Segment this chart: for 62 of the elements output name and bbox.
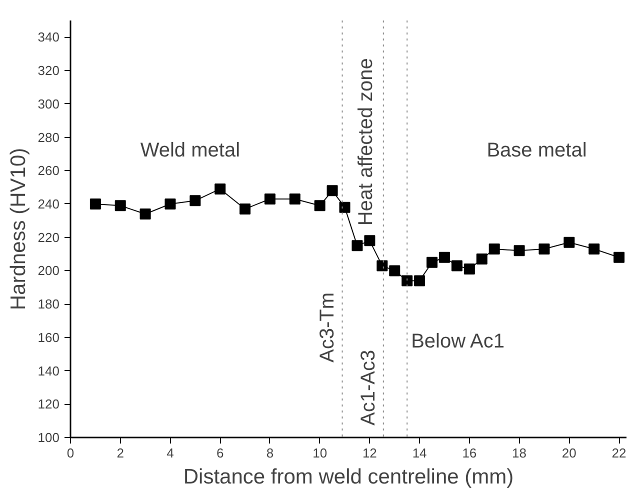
- point: [438, 252, 450, 263]
- x-tick-label: 8: [266, 446, 274, 460]
- y-tick-label: 300: [38, 96, 60, 112]
- x-tick-label: 4: [166, 446, 174, 460]
- point: [314, 200, 326, 212]
- point: [90, 198, 101, 210]
- point: [240, 203, 251, 214]
- ref-line-label: Below Ac1: [411, 330, 504, 352]
- point: [214, 183, 226, 194]
- y-tick-label: 180: [38, 296, 60, 312]
- point: [464, 264, 475, 275]
- y-tick-label: 340: [38, 30, 60, 45]
- x-tick-label: 22: [612, 446, 626, 460]
- x-tick-label: 20: [562, 446, 576, 460]
- y-tick-label: 140: [38, 363, 60, 378]
- ref-line-label: Ac1-Ac3: [357, 350, 380, 426]
- point: [352, 240, 363, 252]
- point: [402, 275, 413, 286]
- x-tick-label: 18: [512, 446, 527, 460]
- x-tick-label: 12: [362, 446, 377, 460]
- point: [376, 260, 388, 272]
- y-tick-label: 120: [38, 396, 60, 412]
- x-tick-label: 2: [116, 446, 124, 460]
- point: [339, 202, 350, 213]
- point: [289, 193, 300, 204]
- y-tick-label: 100: [38, 430, 60, 445]
- point: [114, 200, 126, 212]
- point: [614, 252, 625, 263]
- y-tick-label: 260: [38, 163, 60, 178]
- x-tick-label: 10: [312, 446, 328, 460]
- y-tick-label: 200: [38, 263, 60, 278]
- y-tick-label: 220: [38, 230, 60, 245]
- point: [538, 244, 550, 255]
- x-tick-label: 6: [216, 446, 224, 460]
- point: [164, 198, 176, 210]
- point: [414, 275, 426, 286]
- point: [488, 244, 500, 255]
- y-tick-label: 240: [38, 196, 60, 212]
- y-tick-label: 160: [38, 330, 60, 345]
- point: [190, 195, 201, 206]
- annotation: Heat affected zone: [355, 58, 378, 226]
- x-tick-label: 14: [412, 446, 427, 460]
- point: [514, 245, 525, 256]
- point: [476, 254, 488, 265]
- point: [326, 185, 338, 196]
- ref-line-label: Ac3-Tm: [316, 292, 338, 362]
- point: [389, 265, 400, 276]
- point: [264, 193, 276, 204]
- y-tick-label: 320: [38, 63, 60, 78]
- point: [364, 235, 376, 246]
- point: [426, 256, 438, 268]
- annotation: Base metal: [486, 140, 587, 162]
- x-tick-label: 0: [66, 446, 74, 460]
- x-axis-title: Distance from weld centreline (mm): [183, 466, 514, 488]
- point: [451, 260, 462, 272]
- point: [588, 244, 600, 255]
- point: [140, 208, 151, 220]
- annotation: Weld metal: [140, 140, 240, 162]
- y-tick-label: 280: [38, 130, 60, 145]
- x-tick-label: 16: [462, 446, 477, 460]
- point: [564, 236, 575, 248]
- y-axis-title: Hardness (HV10): [6, 148, 30, 310]
